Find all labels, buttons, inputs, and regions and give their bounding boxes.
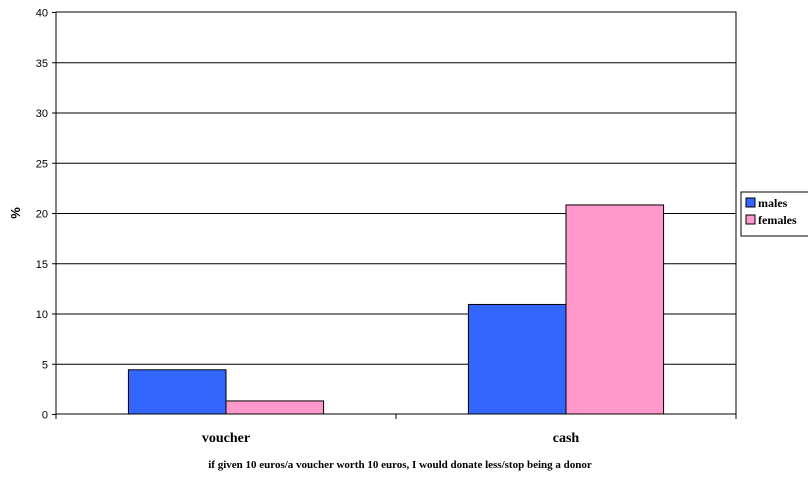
y-tick-label: 30 [36, 108, 48, 120]
bars [127, 204, 665, 415]
axes [52, 11, 737, 419]
y-tick-label: 5 [42, 359, 48, 371]
y-tick-label: 25 [36, 158, 48, 170]
y-axis-label: % [8, 207, 23, 219]
y-tick-label: 0 [42, 410, 48, 422]
bar-males-cash [467, 303, 567, 415]
legend: males females [740, 191, 808, 237]
gridlines [56, 62, 736, 365]
x-category-labels: voucher cash [202, 431, 580, 446]
bar-males-voucher [127, 369, 227, 415]
legend-swatch-males [745, 197, 756, 208]
x-axis-label: if given 10 euros/a voucher worth 10 eur… [208, 459, 592, 471]
legend-swatch-females [745, 214, 756, 225]
x-category-label: voucher [202, 431, 250, 446]
y-tick-label: 15 [36, 259, 48, 271]
y-tick-label: 35 [36, 58, 48, 70]
y-tick-label: 40 [36, 8, 48, 20]
y-tick-label: 20 [36, 209, 48, 221]
bar-females-cash [565, 204, 665, 415]
x-category-label: cash [553, 431, 580, 446]
legend-label-females: females [758, 213, 797, 227]
y-tick-labels: 0 5 10 15 20 25 30 35 40 [36, 8, 48, 422]
bar-females-voucher [225, 400, 325, 415]
legend-label-males: males [758, 196, 788, 210]
y-tick-label: 10 [36, 309, 48, 321]
